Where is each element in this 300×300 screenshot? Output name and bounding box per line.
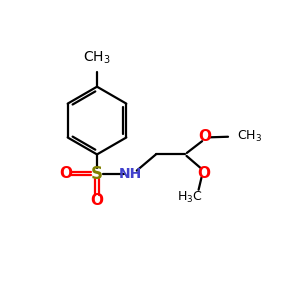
Text: H$_3$C: H$_3$C — [177, 190, 203, 205]
Text: O: O — [59, 166, 72, 181]
Text: O: O — [199, 129, 212, 144]
Text: S: S — [91, 165, 103, 183]
Text: CH$_3$: CH$_3$ — [237, 129, 262, 144]
Text: O: O — [197, 166, 210, 181]
Text: O: O — [91, 193, 103, 208]
Text: CH$_3$: CH$_3$ — [83, 50, 111, 66]
Text: NH: NH — [119, 167, 142, 181]
